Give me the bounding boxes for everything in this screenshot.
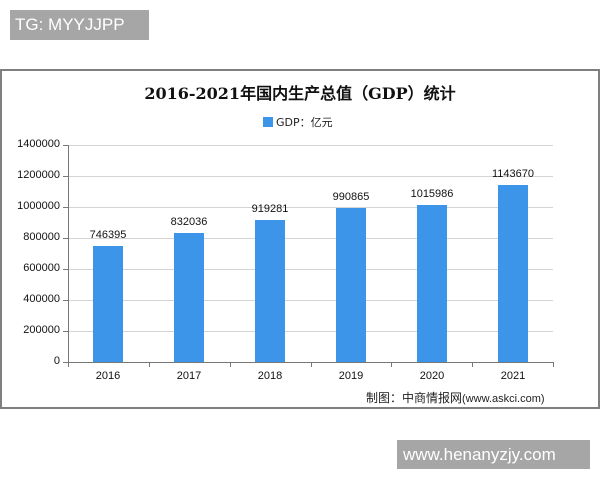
chart-title: 2016-2021年国内生产总值（GDP）统计 <box>144 84 456 103</box>
bar-2019 <box>336 208 366 362</box>
x-tick-label: 2018 <box>257 370 283 382</box>
x-tick <box>230 362 231 367</box>
x-tick-label: 2016 <box>95 370 121 382</box>
bar-value-label: 990865 <box>332 191 370 203</box>
gridline <box>69 145 553 146</box>
y-tick <box>63 331 68 332</box>
y-tick <box>63 238 68 239</box>
y-tick-label: 0 <box>53 355 60 367</box>
x-tick <box>149 362 150 367</box>
y-tick-label: 600000 <box>23 262 60 274</box>
y-tick <box>63 269 68 270</box>
y-axis <box>68 145 69 363</box>
y-tick <box>63 176 68 177</box>
legend-swatch-icon <box>263 117 273 127</box>
bar-value-label: 1143670 <box>491 168 534 180</box>
y-tick-label: 1400000 <box>17 138 60 150</box>
x-tick <box>472 362 473 367</box>
x-tick <box>391 362 392 367</box>
gridline <box>69 269 553 270</box>
x-tick-label: 2017 <box>176 370 202 382</box>
bar-value-label: 919281 <box>251 203 289 215</box>
x-tick-label: 2019 <box>338 370 364 382</box>
gridline <box>69 331 553 332</box>
y-tick <box>63 362 68 363</box>
y-tick <box>63 300 68 301</box>
legend-label: GDP：亿元 <box>276 116 333 129</box>
watermark-tag-bottom: www.henanyzjy.com <box>397 440 590 469</box>
gridline <box>69 176 553 177</box>
y-tick-label: 800000 <box>23 231 60 243</box>
bar-value-label: 746395 <box>89 229 127 241</box>
y-tick-label: 1000000 <box>17 200 60 212</box>
gridline <box>69 300 553 301</box>
y-tick-label: 200000 <box>23 324 60 336</box>
bar-2020 <box>417 205 447 362</box>
gridline <box>69 238 553 239</box>
y-tick-label: 400000 <box>23 293 60 305</box>
bar-2016 <box>93 246 123 362</box>
x-tick-label: 2021 <box>500 370 526 382</box>
source-label: 制图：中商情报网 <box>366 391 463 405</box>
x-tick-label: 2020 <box>419 370 445 382</box>
bar-2021 <box>498 185 528 362</box>
x-tick <box>311 362 312 367</box>
x-tick <box>553 362 554 367</box>
bar-2017 <box>174 233 204 362</box>
x-axis <box>68 362 553 363</box>
y-tick-label: 1200000 <box>17 169 60 181</box>
chart-legend: GDP：亿元 <box>263 115 333 129</box>
bar-2018 <box>255 220 285 362</box>
gridline <box>69 207 553 208</box>
x-tick <box>68 362 69 367</box>
bar-value-label: 1015986 <box>410 188 454 200</box>
watermark-tag-top: TG: MYYJJPP <box>10 10 149 40</box>
y-tick <box>63 207 68 208</box>
bar-value-label: 832036 <box>170 216 208 228</box>
y-tick <box>63 145 68 146</box>
source-url: (www.askci.com) <box>462 393 545 405</box>
chart-source: 制图：中商情报网(www.askci.com) <box>366 389 545 406</box>
